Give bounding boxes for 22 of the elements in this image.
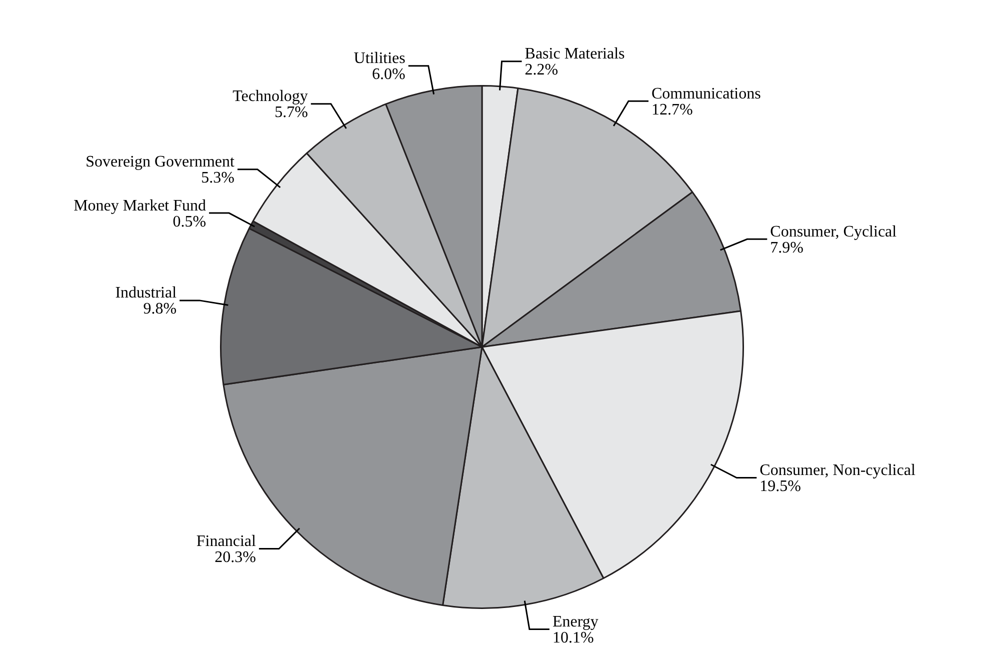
slice-label: Industrial bbox=[115, 284, 178, 302]
slice-label: Consumer, Cyclical bbox=[770, 223, 898, 240]
data-label: 19.5% bbox=[760, 478, 801, 495]
slice-label: Communications bbox=[651, 85, 761, 102]
data-label: 9.8% bbox=[143, 300, 177, 318]
slice-label: Energy bbox=[552, 613, 598, 630]
slice-label: Sovereign Government bbox=[86, 154, 236, 171]
data-label: 5.7% bbox=[274, 104, 308, 122]
slice-label: Financial bbox=[196, 532, 257, 550]
slice-label: Basic Materials bbox=[524, 46, 625, 63]
data-label: 20.3% bbox=[214, 548, 256, 566]
slice-label: Utilities bbox=[354, 50, 406, 68]
slice-label: Consumer, Non-cyclical bbox=[760, 462, 916, 479]
data-label: 6.0% bbox=[372, 66, 406, 84]
slice-label: Technology bbox=[232, 88, 308, 106]
data-label: 12.7% bbox=[651, 101, 693, 118]
data-label: 0.5% bbox=[172, 213, 206, 230]
data-label: 7.9% bbox=[770, 239, 804, 256]
data-label: 2.2% bbox=[524, 62, 558, 79]
data-label: 5.3% bbox=[201, 170, 234, 187]
data-label: 10.1% bbox=[552, 629, 594, 646]
slice-label: Money Market Fund bbox=[74, 197, 206, 214]
